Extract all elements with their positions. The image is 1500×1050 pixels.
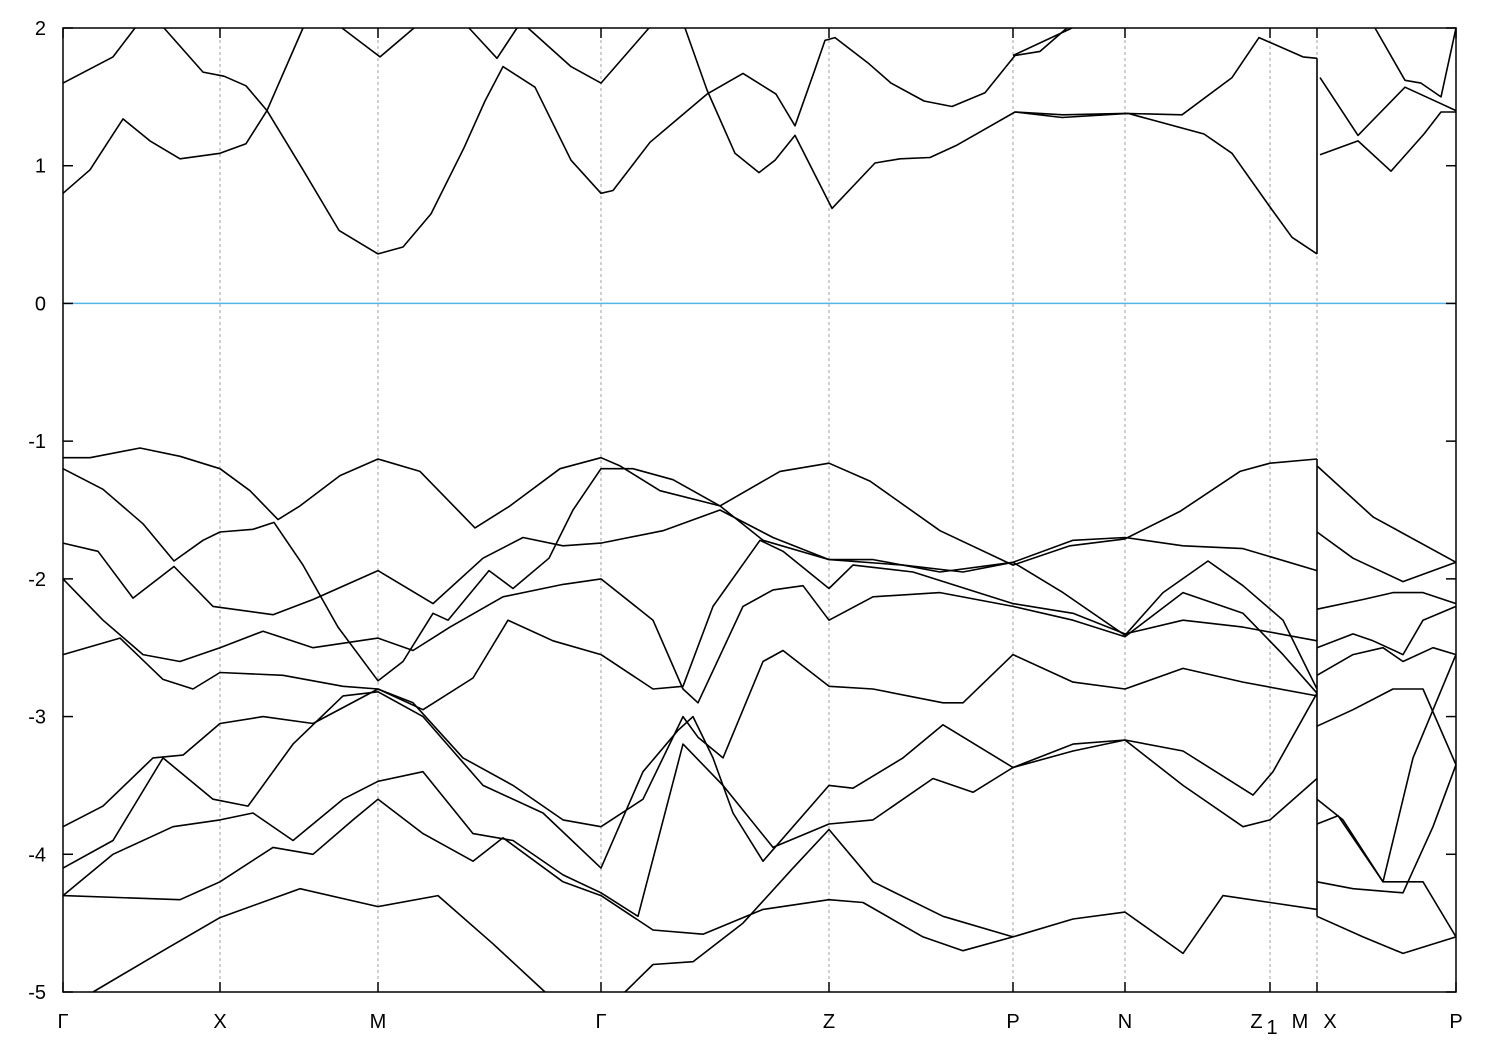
band-line (62, 649, 1318, 828)
band-line (62, 578, 1318, 704)
band-line (527, 27, 650, 84)
band-line (1316, 646, 1457, 676)
band-line (1316, 688, 1457, 766)
kpoint-label: P (1006, 1011, 1019, 1033)
kpoint-label: Z (823, 1011, 835, 1033)
band-line (62, 509, 1318, 616)
y-tick-label: 0 (35, 293, 46, 315)
y-tick-label: -1 (28, 431, 46, 453)
band-lines (62, 27, 1457, 993)
band-line (92, 887, 546, 993)
kpoint-label: Γ (595, 1011, 606, 1033)
band-line (1316, 915, 1457, 955)
kpoint-label-text: M (1292, 1011, 1309, 1033)
y-tick-label: -2 (28, 569, 46, 591)
y-tick-label: -3 (28, 707, 46, 729)
band-line (1319, 77, 1457, 137)
band-line (1316, 465, 1457, 564)
kpoint-label-text: Z (823, 1011, 835, 1033)
kpoint-label-text: Γ (595, 1011, 606, 1033)
band-line (684, 27, 1318, 255)
kpoint-label-text: M (370, 1011, 387, 1033)
band-line (1316, 531, 1457, 583)
kpoint-label: X (213, 1011, 226, 1033)
kpoint-label-text: N (1118, 1011, 1132, 1033)
band-line (62, 691, 1318, 869)
kpoint-label: P (1449, 1011, 1462, 1033)
band-line (1316, 764, 1457, 894)
y-tick-label: -4 (28, 844, 46, 866)
y-tick-label: 1 (35, 156, 46, 178)
band-line (1014, 36, 1318, 116)
band-line (1316, 605, 1457, 656)
band-line (62, 692, 1318, 918)
band-line (62, 27, 304, 194)
kpoint-label: X (1323, 1011, 1336, 1033)
kpoint-label-text: P (1449, 1011, 1462, 1033)
band-line (62, 539, 1318, 711)
kpoint-label-subscript: 1 (1267, 1017, 1278, 1039)
band-line (63, 447, 1318, 566)
band-line (62, 798, 1318, 955)
y-tick-labels: -5 -4 -3 -2 -1 0 1 2 (28, 18, 46, 1004)
kpoint-label: N (1118, 1011, 1132, 1033)
band-line (163, 27, 1068, 255)
band-line (1374, 27, 1457, 98)
kpoint-label: M (370, 1011, 387, 1033)
band-line (1319, 111, 1456, 172)
kpoint-label-text: X (1323, 1011, 1336, 1033)
y-tick-label: 2 (35, 18, 46, 40)
kpoint-label-text: Z (1250, 1011, 1262, 1033)
kpoint-label-text: P (1006, 1011, 1019, 1033)
axis-ticks (62, 27, 1457, 993)
band-line (624, 828, 1014, 993)
band-line (1316, 591, 1457, 610)
band-line (1316, 654, 1457, 883)
band-line (341, 27, 415, 58)
kpoint-label: Γ (57, 1011, 68, 1033)
kpoint-label: M (1292, 1011, 1309, 1033)
kpoint-label-text: Γ (57, 1011, 68, 1033)
band-line (468, 27, 518, 60)
kpoint-label-text: X (213, 1011, 226, 1033)
y-tick-label: -5 (28, 982, 46, 1004)
band-line (1012, 27, 1073, 57)
band-line (62, 467, 1318, 690)
plot-frame (62, 27, 1457, 993)
band-line (1316, 814, 1457, 938)
band-line (62, 27, 136, 84)
grid-lines (219, 28, 1318, 992)
